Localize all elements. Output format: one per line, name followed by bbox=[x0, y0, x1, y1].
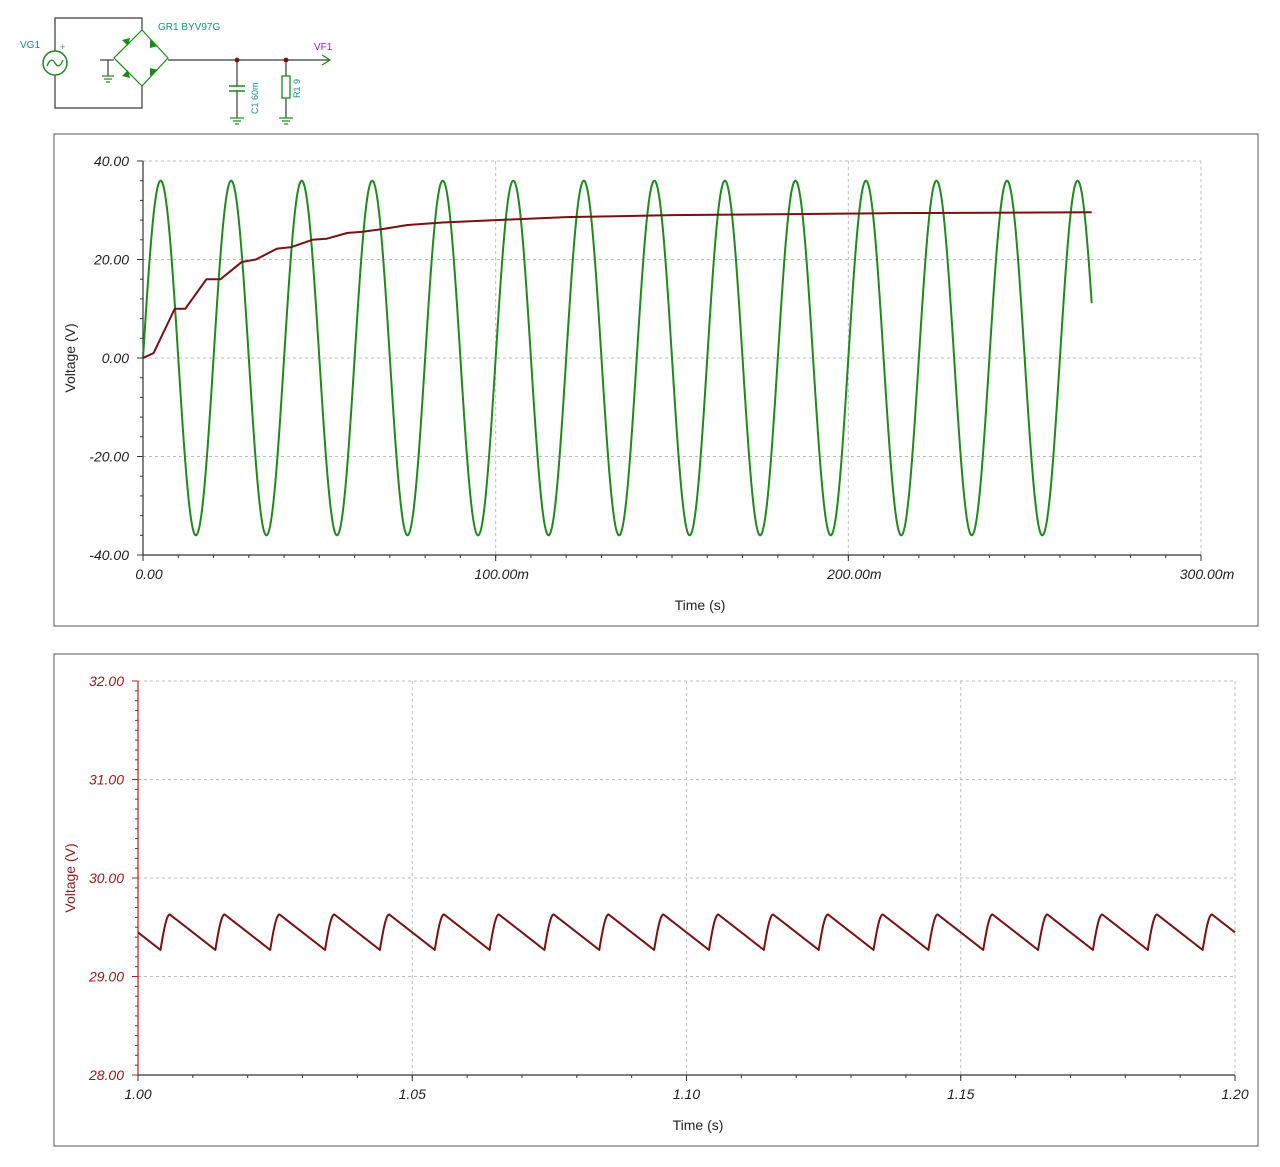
x-tick-label: 1.10 bbox=[673, 1086, 700, 1102]
y-tick-label: 32.00 bbox=[89, 673, 124, 689]
probe-icon bbox=[321, 54, 332, 66]
x-tick-label: 100.00m bbox=[474, 566, 529, 582]
axes bbox=[132, 680, 1236, 1081]
resistor-label: R1 9 bbox=[292, 79, 302, 98]
x-tick-label: 1.20 bbox=[1221, 1086, 1248, 1102]
ground-icon bbox=[279, 117, 293, 125]
y-tick-label: 31.00 bbox=[89, 772, 124, 788]
axes bbox=[137, 160, 1202, 561]
x-axis-label: Time (s) bbox=[673, 1117, 724, 1133]
capacitor-label: C1 60m bbox=[250, 82, 260, 114]
x-tick-label: 200.00m bbox=[826, 566, 882, 582]
source-label: VG1 bbox=[20, 40, 40, 51]
ground-icon bbox=[102, 75, 114, 83]
y-tick-label: 28.00 bbox=[88, 1067, 124, 1083]
x-axis-label: Time (s) bbox=[675, 597, 726, 613]
capacitor-icon bbox=[229, 85, 245, 92]
chart-frame bbox=[53, 653, 1259, 1147]
schematic-wires bbox=[54, 17, 330, 118]
tick-labels: 1.00 1.05 1.10 1.15 1.20 32.00 31.00 30.00 29.00… bbox=[88, 673, 1249, 1102]
x-tick-label: 0.00 bbox=[135, 566, 162, 582]
series-line-0 bbox=[137, 913, 1236, 951]
x-tick-label: 1.15 bbox=[947, 1086, 974, 1102]
grid bbox=[138, 680, 1236, 1075]
y-axis-label: Voltage (V) bbox=[62, 843, 78, 912]
ac-source-icon bbox=[42, 50, 68, 76]
x-tick-label: 1.05 bbox=[399, 1086, 426, 1102]
y-tick-label: 30.00 bbox=[89, 870, 124, 886]
y-axis-label: Voltage (V) bbox=[62, 323, 78, 392]
source-polarity: + bbox=[60, 42, 65, 52]
bridge-label: GR1 BYV97G bbox=[158, 22, 220, 33]
x-tick-label: 300.00m bbox=[1180, 566, 1235, 582]
bridge-rectifier-icon bbox=[100, 29, 169, 87]
y-tick-label: -20.00 bbox=[89, 449, 129, 465]
chart-frame bbox=[53, 133, 1259, 627]
series-line-1 bbox=[142, 211, 1092, 359]
series-group bbox=[142, 179, 1093, 537]
series-group bbox=[137, 913, 1236, 951]
x-tick-label: 1.00 bbox=[124, 1086, 151, 1102]
junction-dot bbox=[283, 57, 289, 63]
y-tick-label: 20.00 bbox=[93, 252, 129, 268]
junction-dot bbox=[234, 57, 240, 63]
y-tick-label: 0.00 bbox=[102, 350, 129, 366]
resistor-icon bbox=[281, 75, 291, 99]
y-tick-label: 40.00 bbox=[94, 153, 129, 169]
tick-labels: 0.00 100.00m 200.00m 300.00m40.0020.000.00-… bbox=[89, 153, 1234, 582]
top-chart: 0.00 100.00m 200.00m 300.00m40.0020.000.00-… bbox=[53, 133, 1259, 627]
y-tick-label: -40.00 bbox=[89, 547, 129, 563]
ground-icon bbox=[230, 117, 244, 125]
probe-label: VF1 bbox=[314, 42, 333, 53]
circuit-schematic: VG1 + GR1 BYV97G C1 60m R1 9 VF1 bbox=[20, 17, 333, 125]
series-line-0 bbox=[142, 179, 1093, 537]
y-tick-label: 29.00 bbox=[88, 969, 124, 985]
bottom-chart: 1.00 1.05 1.10 1.15 1.20 32.00 31.00 30.00 29.00… bbox=[53, 653, 1259, 1147]
